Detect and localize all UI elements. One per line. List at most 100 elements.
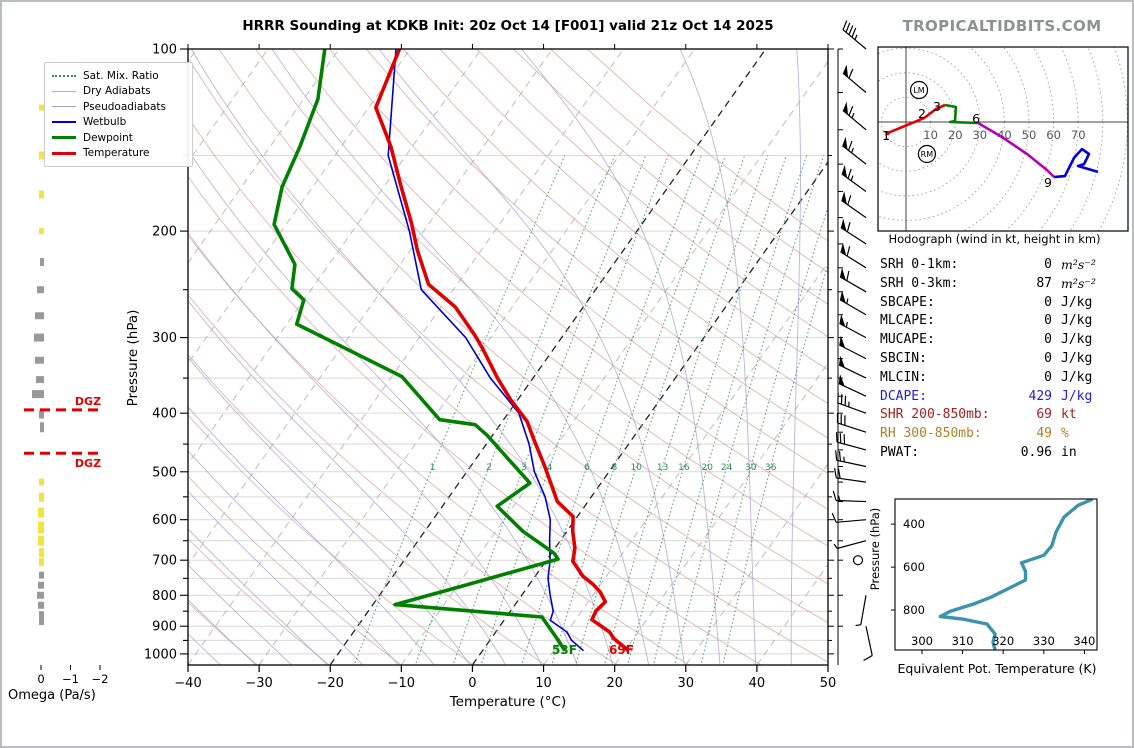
hodograph-trace-segment: [944, 103, 979, 125]
svg-text:0: 0: [468, 676, 476, 691]
stat-unit: J/kg: [1061, 388, 1093, 404]
hodograph: 10 20 30 40 50 60 70 1 2 3 6 9 LM RM: [877, 46, 1129, 232]
hodograph-marker-rm: [917, 144, 937, 164]
stat-label: SRH 0-3km:: [880, 275, 959, 291]
wind-barb-column: [831, 20, 873, 665]
hodograph-content: 10 20 30 40 50 60 70 1 2 3 6 9 LM RM: [878, 47, 1128, 231]
wind-barb: [838, 101, 867, 131]
stat-label: SHR 200-850mb:: [880, 407, 990, 423]
stat-unit: J/kg: [1061, 313, 1093, 329]
stat-row-rh-300-850mb: RH 300-850mb: 49%: [880, 425, 1130, 444]
stat-unit: J/kg: [1061, 332, 1093, 348]
svg-text:16: 16: [678, 463, 690, 473]
theta-e-y-axis-label: Pressure (hPa): [868, 507, 882, 591]
theta-e-content: [938, 499, 1094, 650]
svg-text:100: 100: [152, 43, 177, 58]
omega-bar: [35, 356, 44, 364]
svg-text:300: 300: [152, 331, 177, 346]
svg-text:30: 30: [972, 128, 987, 142]
hodograph-height-label: 2: [918, 106, 926, 121]
svg-text:800: 800: [152, 589, 177, 604]
stat-row-srh-0-3km: SRH 0-3km: 87 m²s⁻²: [880, 275, 1130, 294]
hodograph-height-label: 6: [972, 111, 980, 126]
stat-label: SBCIN:: [880, 350, 927, 366]
stat-value: 0: [1044, 257, 1052, 272]
stat-unit: m²s⁻²: [1061, 275, 1096, 291]
stat-row-srh-0-1km: SRH 0-1km: 0 m²s⁻²: [880, 256, 1130, 275]
wind-barb: [834, 467, 867, 483]
stat-value: 429: [1028, 388, 1052, 404]
svg-text:30: 30: [678, 676, 695, 691]
stat-label: MUCAPE:: [880, 332, 935, 348]
svg-text:−10: −10: [388, 676, 415, 691]
branding-watermark: TROPICALTIDBITS.COM: [902, 17, 1102, 35]
svg-text:RM: RM: [921, 150, 934, 159]
svg-text:−20: −20: [317, 676, 344, 691]
svg-text:2: 2: [486, 463, 492, 473]
hodograph-height-label: 3: [933, 99, 941, 114]
stats-panel: SRH 0-1km: 0 m²s⁻² SRH 0-3km: 87 m²s⁻² SBCAPE:…: [880, 256, 1130, 463]
svg-text:−2: −2: [92, 672, 109, 686]
svg-text:LM: LM: [913, 86, 924, 95]
stat-value: 69: [1036, 407, 1052, 423]
svg-text:0: 0: [37, 672, 44, 686]
pressure-axis-label: Pressure (hPa): [125, 309, 141, 407]
wetbulb-line-sample: [52, 121, 76, 124]
wind-barb: [832, 490, 867, 503]
dry-adiabat-line-sample: [52, 90, 76, 92]
omega-bar: [35, 312, 44, 320]
svg-text:20: 20: [606, 676, 623, 691]
svg-text:300: 300: [911, 634, 933, 648]
wind-barb: [838, 594, 867, 627]
svg-text:13: 13: [657, 463, 668, 473]
omega-panel: 0 −1 −2: [24, 104, 109, 686]
svg-text:500: 500: [152, 465, 177, 480]
svg-text:320: 320: [992, 634, 1014, 648]
stat-unit: m²s⁻²: [1061, 257, 1096, 272]
wind-barb: [835, 432, 867, 451]
omega-bar: [39, 104, 44, 111]
theta-e-panel: 300 310 320 330 340 400 600 800: [891, 498, 1098, 654]
mixing-ratio-labels: 1 2 3 4 6 8 10 13 16 20 24 30 36: [430, 463, 777, 473]
omega-bar: [39, 548, 44, 558]
legend-label: Sat. Mix. Ratio: [83, 69, 159, 82]
omega-bar: [39, 190, 44, 199]
omega-bar: [38, 507, 44, 518]
sat-mix-ratio-line-sample: [52, 74, 76, 77]
omega-bar: [39, 611, 44, 620]
omega-bar: [39, 410, 44, 419]
stat-label: PWAT:: [880, 444, 920, 460]
wind-barb: [838, 218, 867, 245]
stat-value: 0: [1044, 350, 1052, 366]
stat-row-mucape: MUCAPE: 0 J/kg: [880, 331, 1130, 350]
svg-text:10: 10: [535, 676, 552, 691]
legend-label: Dewpoint: [83, 131, 133, 144]
legend-label: Dry Adiabats: [83, 85, 151, 98]
omega-axis-label: Omega (Pa/s): [8, 688, 96, 703]
stat-unit: %: [1061, 426, 1069, 442]
svg-text:36: 36: [765, 463, 777, 473]
dry-adiabat-lines: [188, 49, 828, 665]
svg-text:−1: −1: [62, 672, 79, 686]
svg-text:400: 400: [152, 407, 177, 422]
omega-bar: [39, 478, 44, 486]
stat-value: 49: [1036, 426, 1052, 442]
svg-text:340: 340: [1073, 634, 1095, 648]
legend-item-dewpoint: Dewpoint: [52, 130, 184, 146]
svg-text:200: 200: [152, 225, 177, 240]
wind-barb: [838, 267, 867, 293]
svg-text:10: 10: [631, 463, 643, 473]
wind-barb: [838, 374, 867, 397]
stat-value: 87: [1036, 275, 1052, 291]
omega-bar: [39, 619, 44, 626]
svg-text:3: 3: [521, 463, 527, 473]
stat-row-shr-200-850mb: SHR 200-850mb: 69 kt: [880, 406, 1130, 425]
legend-label: Temperature: [83, 147, 150, 160]
hodograph-marker-lm: [909, 80, 929, 100]
omega-bar: [38, 521, 44, 534]
pseudoadiabat-line-sample: [52, 106, 76, 108]
omega-bar: [38, 601, 44, 609]
svg-text:600: 600: [152, 513, 177, 528]
svg-text:−30: −30: [245, 676, 272, 691]
